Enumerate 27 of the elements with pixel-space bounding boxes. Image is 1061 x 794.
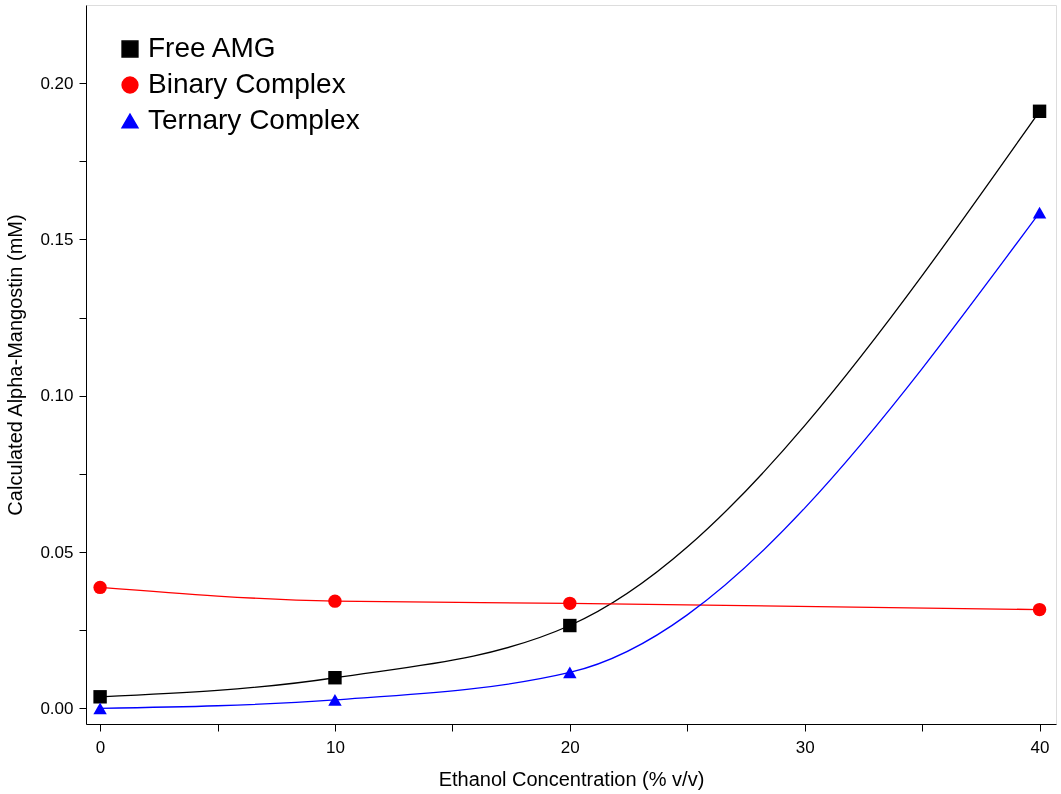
legend-label: Free AMG	[148, 32, 276, 63]
y-tick-label: 0.10	[40, 386, 74, 406]
legend-label: Binary Complex	[148, 68, 346, 99]
y-tick-label: 0.20	[40, 73, 74, 93]
x-tick-label: 20	[560, 737, 580, 757]
point	[1032, 104, 1047, 118]
point	[93, 702, 107, 715]
point	[93, 580, 107, 595]
y-axis-title: Calculated Alpha-Mangostin (mM)	[4, 214, 27, 516]
legend-label: Ternary Complex	[148, 104, 360, 135]
point	[93, 690, 107, 704]
y-tick-label: 0.15	[40, 229, 74, 249]
x-tick-label: 30	[795, 737, 815, 757]
point	[1032, 602, 1047, 617]
point	[328, 594, 342, 608]
point	[1032, 206, 1047, 219]
x-tick-label: 0	[95, 737, 106, 757]
x-tick-label: 40	[1030, 737, 1050, 757]
y-tick-label: 0.00	[40, 698, 74, 718]
y-tick-label: 0.05	[40, 542, 74, 562]
x-axis-title: Ethanol Concentration (% v/v)	[438, 767, 705, 790]
point	[563, 618, 577, 633]
point	[328, 671, 342, 685]
point	[563, 596, 577, 611]
point	[328, 694, 342, 706]
point	[563, 666, 577, 679]
x-tick-label: 10	[326, 737, 345, 757]
